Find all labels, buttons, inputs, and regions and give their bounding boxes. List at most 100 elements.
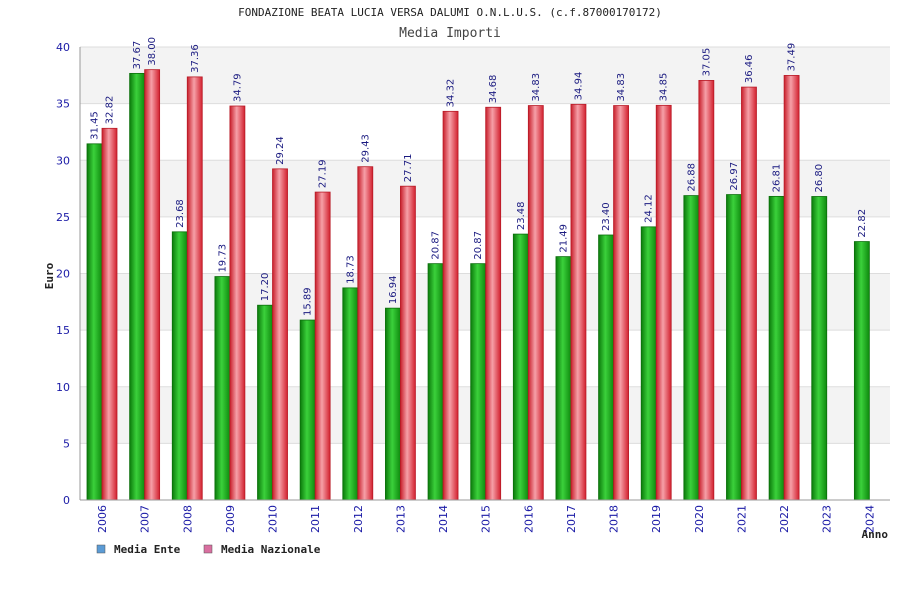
bar-media-nazionale-2020 bbox=[698, 80, 715, 501]
x-tick-label-2010: 2010 bbox=[267, 505, 280, 533]
data-label-media-nazionale-2018: 34.83 bbox=[616, 73, 627, 102]
y-tick-label: 20 bbox=[56, 268, 70, 281]
bar-media-ente-2020 bbox=[683, 195, 700, 501]
x-tick-label-2020: 2020 bbox=[693, 505, 706, 533]
bar-media-ente-2008 bbox=[171, 231, 188, 501]
bar-media-ente-2009 bbox=[214, 276, 231, 501]
bar-media-ente-2018 bbox=[598, 234, 614, 501]
data-label-media-nazionale-2011: 27.19 bbox=[318, 159, 329, 188]
x-tick-label-2016: 2016 bbox=[522, 505, 535, 533]
x-tick-label-2024: 2024 bbox=[863, 505, 876, 533]
data-label-media-ente-2006: 31.45 bbox=[90, 111, 101, 140]
bar-media-ente-2016 bbox=[512, 233, 529, 501]
data-label-media-nazionale-2008: 37.36 bbox=[190, 44, 201, 73]
bar-media-nazionale-2013 bbox=[400, 185, 416, 501]
y-tick-label: 15 bbox=[56, 324, 70, 337]
data-label-media-ente-2023: 26.80 bbox=[814, 164, 825, 193]
bar-media-nazionale-2006 bbox=[101, 127, 118, 501]
data-label-media-ente-2022: 26.81 bbox=[772, 164, 783, 193]
x-tick-label-2006: 2006 bbox=[96, 505, 109, 533]
data-label-media-ente-2011: 15.89 bbox=[303, 287, 314, 316]
x-tick-label-2009: 2009 bbox=[224, 505, 237, 533]
data-label-media-nazionale-2010: 29.24 bbox=[275, 136, 286, 165]
legend-swatch-media-ente bbox=[96, 544, 106, 554]
data-label-media-ente-2010: 17.20 bbox=[260, 273, 271, 302]
bar-media-ente-2023 bbox=[811, 196, 828, 501]
bar-media-nazionale-2010 bbox=[272, 168, 288, 501]
bar-media-ente-2011 bbox=[299, 319, 316, 501]
data-label-media-ente-2016: 23.48 bbox=[516, 201, 527, 230]
y-tick-label: 5 bbox=[63, 437, 70, 450]
legend-label-media-ente: Media Ente bbox=[114, 543, 181, 556]
data-label-media-ente-2013: 16.94 bbox=[388, 276, 399, 305]
y-tick-label: 30 bbox=[56, 154, 70, 167]
data-label-media-nazionale-2007: 38.00 bbox=[147, 37, 158, 66]
x-tick-label-2019: 2019 bbox=[650, 505, 663, 533]
legend-item-media-ente: Media Ente bbox=[96, 543, 181, 556]
bar-media-ente-2024 bbox=[853, 241, 870, 501]
data-label-media-nazionale-2009: 34.79 bbox=[232, 73, 243, 102]
data-label-media-ente-2008: 23.68 bbox=[175, 199, 186, 228]
data-label-media-nazionale-2016: 34.83 bbox=[531, 73, 542, 102]
x-tick-label-2023: 2023 bbox=[821, 505, 834, 533]
y-axis-ticks: 0 5 10 15 20 25 30 35 40 bbox=[56, 41, 70, 507]
legend-item-media-nazionale: Media Nazionale bbox=[203, 543, 321, 556]
bar-media-nazionale-2021 bbox=[741, 86, 757, 501]
data-label-media-ente-2012: 18.73 bbox=[345, 255, 356, 284]
data-label-media-ente-2015: 20.87 bbox=[473, 231, 484, 260]
bar-media-ente-2012 bbox=[342, 287, 359, 501]
data-labels: 31.45 32.82 37.67 38.00 23.68 37.36 19.73 34.79… bbox=[90, 37, 868, 316]
y-axis-label: Euro bbox=[43, 262, 56, 289]
data-label-media-ente-2018: 23.40 bbox=[601, 202, 612, 231]
data-label-media-nazionale-2020: 37.05 bbox=[701, 48, 712, 77]
x-axis-ticks: 2006 2007 2008 2009 2010 2011 2012 2013 2014 2015… bbox=[96, 505, 876, 533]
bar-media-ente-2006 bbox=[86, 143, 103, 501]
bar-media-ente-2010 bbox=[257, 304, 273, 501]
x-tick-label-2007: 2007 bbox=[139, 505, 152, 533]
bar-media-nazionale-2009 bbox=[229, 105, 246, 501]
bar-media-ente-2015 bbox=[470, 263, 487, 501]
x-tick-label-2011: 2011 bbox=[309, 505, 322, 533]
bar-media-nazionale-2019 bbox=[655, 104, 672, 501]
bar-media-nazionale-2016 bbox=[527, 105, 544, 501]
bar-media-nazionale-2008 bbox=[186, 76, 203, 501]
y-tick-label: 40 bbox=[56, 41, 70, 54]
bar-media-ente-2007 bbox=[129, 72, 146, 501]
x-tick-label-2015: 2015 bbox=[480, 505, 493, 533]
bar-media-nazionale-2022 bbox=[783, 75, 800, 501]
data-label-media-nazionale-2017: 34.94 bbox=[573, 72, 584, 101]
bar-media-ente-2022 bbox=[768, 195, 785, 501]
data-label-media-nazionale-2015: 34.68 bbox=[488, 75, 499, 104]
bar-media-nazionale-2018 bbox=[613, 105, 629, 501]
data-label-media-ente-2021: 26.97 bbox=[729, 162, 740, 191]
x-axis-label: Anno bbox=[862, 528, 889, 541]
legend-label-media-nazionale: Media Nazionale bbox=[221, 543, 321, 556]
bar-media-ente-2017 bbox=[555, 256, 572, 501]
data-label-media-nazionale-2019: 34.85 bbox=[659, 73, 670, 102]
bar-media-ente-2019 bbox=[640, 226, 657, 501]
data-label-media-nazionale-2013: 27.71 bbox=[403, 154, 414, 183]
bar-media-ente-2014 bbox=[427, 263, 444, 501]
bar-media-nazionale-2011 bbox=[314, 191, 331, 501]
bar-media-ente-2013 bbox=[385, 307, 401, 501]
data-label-media-ente-2017: 21.49 bbox=[558, 224, 569, 253]
data-label-media-ente-2024: 22.82 bbox=[857, 209, 868, 238]
y-tick-label: 35 bbox=[56, 98, 70, 111]
x-tick-label-2012: 2012 bbox=[352, 505, 365, 533]
y-tick-label: 0 bbox=[63, 494, 70, 507]
legend-swatch-media-nazionale bbox=[203, 544, 213, 554]
x-tick-label-2021: 2021 bbox=[735, 505, 748, 533]
bar-media-nazionale-2014 bbox=[442, 110, 459, 501]
data-label-media-nazionale-2006: 32.82 bbox=[105, 96, 116, 125]
bar-media-ente-2021 bbox=[726, 194, 742, 501]
bar-media-nazionale-2015 bbox=[485, 106, 502, 501]
chart-subtitle: Media Importi bbox=[399, 26, 501, 41]
data-label-media-ente-2014: 20.87 bbox=[431, 231, 442, 260]
y-tick-label: 10 bbox=[56, 381, 70, 394]
data-label-media-ente-2009: 19.73 bbox=[217, 244, 228, 273]
x-tick-label-2014: 2014 bbox=[437, 505, 450, 533]
bar-media-nazionale-2017 bbox=[570, 103, 587, 501]
data-label-media-nazionale-2022: 37.49 bbox=[787, 43, 798, 72]
bar-media-nazionale-2007 bbox=[144, 69, 161, 501]
